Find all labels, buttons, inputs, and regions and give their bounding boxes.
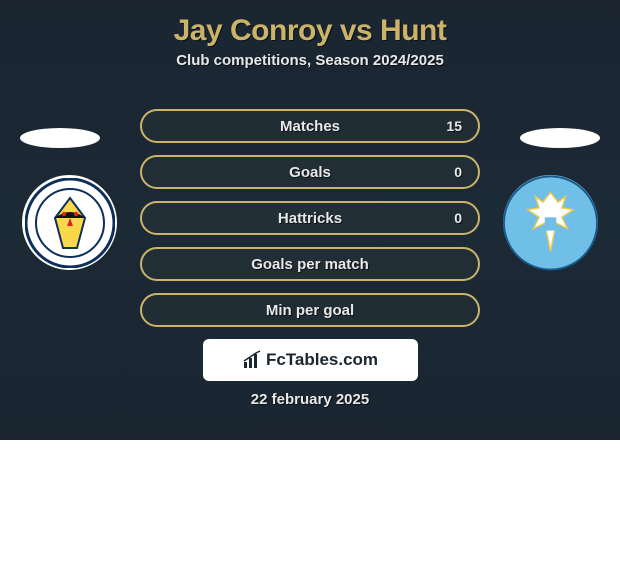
stat-row: Min per goal bbox=[140, 293, 480, 327]
club-crest-left bbox=[22, 175, 117, 270]
stat-right-value: 0 bbox=[432, 210, 462, 226]
stat-right-value: 15 bbox=[432, 118, 462, 134]
comparison-subtitle: Club competitions, Season 2024/2025 bbox=[0, 52, 620, 69]
club-crest-right bbox=[503, 175, 598, 270]
stat-label: Goals per match bbox=[188, 256, 432, 273]
stat-row: Matches 15 bbox=[140, 109, 480, 143]
brand-text: FcTables.com bbox=[266, 350, 378, 370]
stat-label: Matches bbox=[188, 118, 432, 135]
comparison-card: Jay Conroy vs Hunt Club competitions, Se… bbox=[0, 0, 620, 440]
stat-label: Min per goal bbox=[188, 302, 432, 319]
brand-badge[interactable]: FcTables.com bbox=[203, 339, 418, 381]
stat-rows: Matches 15 Goals 0 Hattricks 0 Goals per… bbox=[140, 109, 480, 327]
chart-icon bbox=[242, 350, 262, 370]
shadow-ellipse-right bbox=[520, 128, 600, 148]
colchester-united-crest-icon bbox=[503, 173, 598, 273]
stat-label: Hattricks bbox=[188, 210, 432, 227]
comparison-date: 22 february 2025 bbox=[0, 391, 620, 408]
comparison-title: Jay Conroy vs Hunt bbox=[0, 0, 620, 52]
stat-right-value: 0 bbox=[432, 164, 462, 180]
stat-row: Goals 0 bbox=[140, 155, 480, 189]
shadow-ellipse-left bbox=[20, 128, 100, 148]
afc-wimbledon-crest-icon bbox=[25, 178, 115, 268]
stat-label: Goals bbox=[188, 164, 432, 181]
stat-row: Hattricks 0 bbox=[140, 201, 480, 235]
stat-row: Goals per match bbox=[140, 247, 480, 281]
